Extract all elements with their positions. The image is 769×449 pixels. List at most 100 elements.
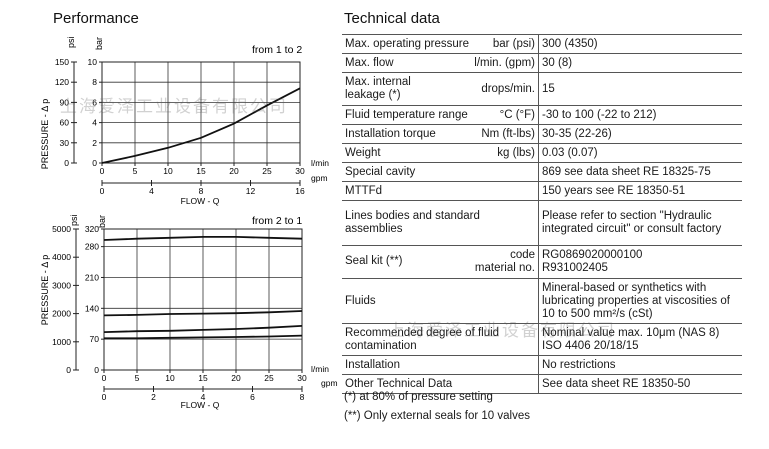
- row-label: Max. operating pressure: [345, 37, 470, 50]
- chart1-note: from 1 to 2: [252, 44, 302, 56]
- chart1-ylabel: PRESSURE - Δ p: [40, 99, 50, 170]
- chart2-psi-unit: psi: [69, 214, 79, 226]
- chart1-psi-unit: psi: [66, 36, 76, 48]
- x-tick-label: 25: [264, 373, 274, 383]
- series-line-4: [104, 334, 303, 340]
- row-unit: °C (°F): [499, 108, 535, 121]
- table-row: Other Technical Data See data sheet RE 1…: [342, 374, 742, 394]
- row-value: 30-35 (22-26): [538, 124, 742, 144]
- gpm-tick-label: 12: [246, 186, 256, 196]
- chart2-x-bottom-tick-labels: 0 2 4 6 8: [102, 386, 305, 402]
- series-line-2: [103, 310, 303, 317]
- chart2-xlabel: FLOW - Q: [181, 400, 220, 410]
- psi-tick-label: 150: [55, 57, 69, 67]
- bar-tick-label: 70: [90, 334, 100, 344]
- psi-tick-label: 90: [60, 97, 70, 107]
- chart2-x-unit-top: l/min: [311, 364, 329, 374]
- row-label: Other Technical Data: [342, 374, 539, 394]
- row-unit: kg (lbs): [497, 146, 535, 159]
- x-tick-label: 25: [262, 166, 272, 176]
- bar-tick-label: 6: [92, 97, 97, 107]
- row-label: Max. internal leakage (*): [345, 76, 411, 101]
- table-row: Weight kg (lbs) 0.03 (0.07): [342, 143, 742, 163]
- psi-tick-label: 0: [66, 365, 71, 375]
- psi-tick-label: 60: [60, 118, 70, 128]
- row-unit: Nm (ft-lbs): [481, 127, 535, 140]
- chart2-grid: [103, 228, 303, 371]
- psi-tick-label: 2000: [52, 309, 71, 319]
- table-row: Special cavity 869 see data sheet RE 183…: [342, 162, 742, 182]
- bar-tick-label: 0: [92, 158, 97, 168]
- row-value: Please refer to section "Hydraulic integ…: [538, 200, 742, 246]
- psi-tick-label: 120: [55, 77, 69, 87]
- seal-kit-code-unit: code: [510, 249, 535, 261]
- x-tick-label: 30: [295, 166, 305, 176]
- chart2-x-unit-bottom: gpm: [321, 378, 338, 388]
- chart1-bar-unit: bar: [94, 37, 104, 50]
- bar-tick-label: 4: [92, 118, 97, 128]
- chart1-x-top-tick-labels: 0 5 10 15 20 25 30: [100, 163, 305, 176]
- x-tick-label: 20: [231, 373, 241, 383]
- row-label: Installation torque: [345, 127, 436, 140]
- technical-data-table: Max. operating pressure bar (psi) 300 (43…: [342, 34, 742, 394]
- row-value: No restrictions: [538, 355, 742, 375]
- row-label: Lines bodies and standard assemblies: [342, 200, 539, 246]
- psi-tick-label: 1000: [52, 337, 71, 347]
- footnote-pressure-setting: (*) at 80% of pressure setting: [344, 391, 493, 403]
- chart2-series: [103, 236, 303, 340]
- gpm-tick-label: 6: [250, 392, 255, 402]
- seal-kit-material-unit: material no.: [474, 262, 535, 274]
- row-unit: l/min. (gpm): [474, 56, 535, 69]
- table-row: MTTFd 150 years see RE 18350-51: [342, 181, 742, 201]
- psi-tick-label: 30: [60, 138, 70, 148]
- row-unit: bar (psi): [492, 37, 535, 50]
- psi-tick-label: 3000: [52, 280, 71, 290]
- x-tick-label: 0: [102, 373, 107, 383]
- watermark-bottom: 上海爱泽工业设备有限公司: [388, 321, 616, 340]
- bar-tick-label: 280: [85, 242, 99, 252]
- gpm-tick-label: 16: [295, 186, 305, 196]
- bar-tick-label: 320: [85, 224, 99, 234]
- chart2-x-top-tick-labels: 0 5 10 15 20 25 30: [102, 370, 307, 383]
- psi-tick-label: 5000: [52, 224, 71, 234]
- row-label: Fluids: [342, 278, 539, 324]
- x-tick-label: 5: [133, 166, 138, 176]
- table-row: Fluids Mineral-based or synthetics with …: [342, 278, 742, 324]
- bar-tick-label: 210: [85, 272, 99, 282]
- x-tick-label: 5: [135, 373, 140, 383]
- row-label: Recommended degree of fluid contaminatio…: [342, 323, 539, 356]
- x-tick-label: 20: [229, 166, 239, 176]
- row-label: Weight: [345, 146, 381, 159]
- row-unit: drops/min.: [481, 83, 535, 95]
- seal-kit-material-value: R931002405: [542, 262, 608, 274]
- table-row: Installation No restrictions: [342, 355, 742, 375]
- row-value: Mineral-based or synthetics with lubrica…: [538, 278, 742, 324]
- chart1-x-bottom-tick-labels: 0 4 8 12 16: [100, 180, 305, 196]
- x-tick-label: 15: [198, 373, 208, 383]
- row-label: Seal kit (**): [345, 255, 403, 267]
- chart2-axes: [75, 228, 303, 390]
- row-value: 300 (4350): [538, 34, 742, 54]
- psi-tick-label: 0: [64, 158, 69, 168]
- bar-tick-label: 2: [92, 138, 97, 148]
- chart2-note: from 2 to 1: [252, 215, 302, 227]
- bar-tick-label: 10: [88, 57, 98, 67]
- gpm-tick-label: 4: [201, 392, 206, 402]
- gpm-tick-label: 0: [100, 186, 105, 196]
- row-label: MTTFd: [342, 181, 539, 201]
- table-row: Recommended degree of fluid contaminatio…: [342, 323, 742, 356]
- table-row: Installation torque Nm (ft-lbs) 30-35 (22…: [342, 124, 742, 144]
- chart1-x-unit-bottom: gpm: [311, 173, 328, 183]
- table-row: Seal kit (**) code material no. RG0869020…: [342, 245, 742, 279]
- table-row: Max. operating pressure bar (psi) 300 (43…: [342, 34, 742, 54]
- chart1-psi-tick-labels: 150 120 90 60 30 0: [55, 57, 77, 168]
- table-row: Lines bodies and standard assemblies Ple…: [342, 200, 742, 246]
- performance-title: Performance: [53, 10, 139, 27]
- gpm-tick-label: 0: [102, 392, 107, 402]
- row-label: Special cavity: [342, 162, 539, 182]
- table-row: Fluid temperature range °C (°F) -30 to 10…: [342, 105, 742, 125]
- row-value: 150 years see RE 18350-51: [538, 181, 742, 201]
- series-line-1: [101, 87, 301, 164]
- chart2-psi-tick-labels: 5000 4000 3000 2000 1000 0: [52, 224, 79, 375]
